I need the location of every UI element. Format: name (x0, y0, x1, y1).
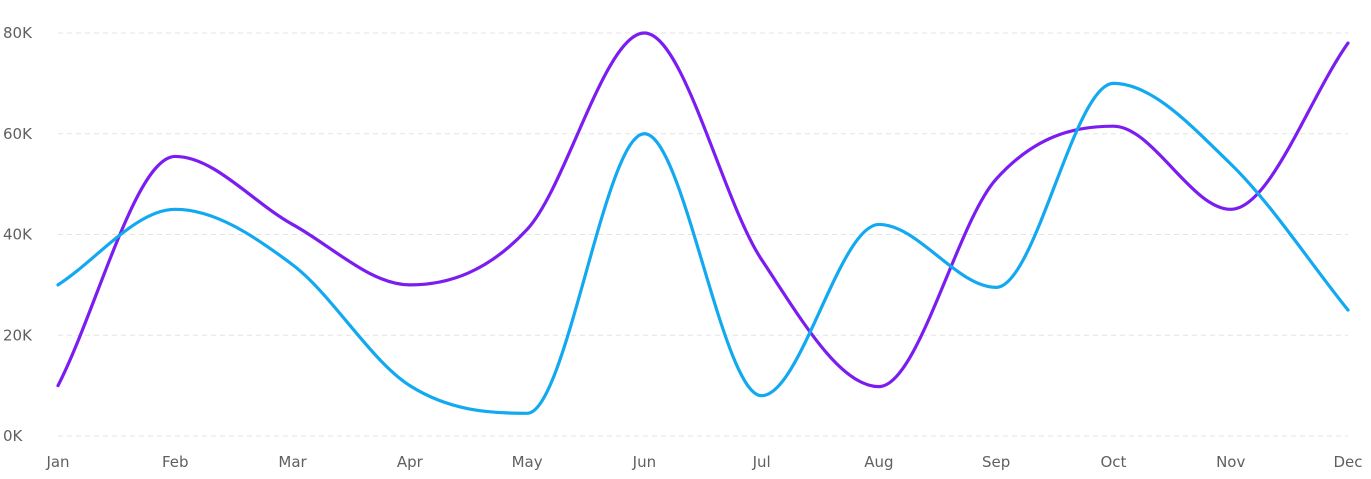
y-tick-label: 20K (3, 326, 33, 344)
x-tick-label: Mar (278, 453, 307, 471)
x-tick-label: May (512, 453, 543, 471)
x-tick-label: Jun (632, 453, 656, 471)
x-tick-label: Jul (752, 453, 771, 471)
series-lines (56, 31, 1350, 415)
x-tick-label: Jan (45, 453, 69, 471)
y-axis-labels: 0K 20K 40K 60K 80K (3, 24, 33, 445)
x-tick-label: Nov (1216, 453, 1245, 471)
x-tick-label: Dec (1333, 453, 1362, 471)
x-tick-label: Feb (162, 453, 189, 471)
series-line-1 (56, 31, 1350, 389)
x-tick-label: Aug (864, 453, 893, 471)
x-tick-label: Apr (397, 453, 424, 471)
x-axis-labels: Jan Feb Mar Apr May Jun Jul Aug Sep Oct … (45, 453, 1362, 471)
x-tick-label: Oct (1100, 453, 1126, 471)
x-tick-label: Sep (982, 453, 1010, 471)
y-tick-label: 0K (3, 427, 24, 445)
y-tick-label: 60K (3, 125, 33, 143)
series-line-2 (56, 81, 1350, 415)
y-tick-label: 40K (3, 226, 33, 244)
y-tick-label: 80K (3, 24, 33, 42)
